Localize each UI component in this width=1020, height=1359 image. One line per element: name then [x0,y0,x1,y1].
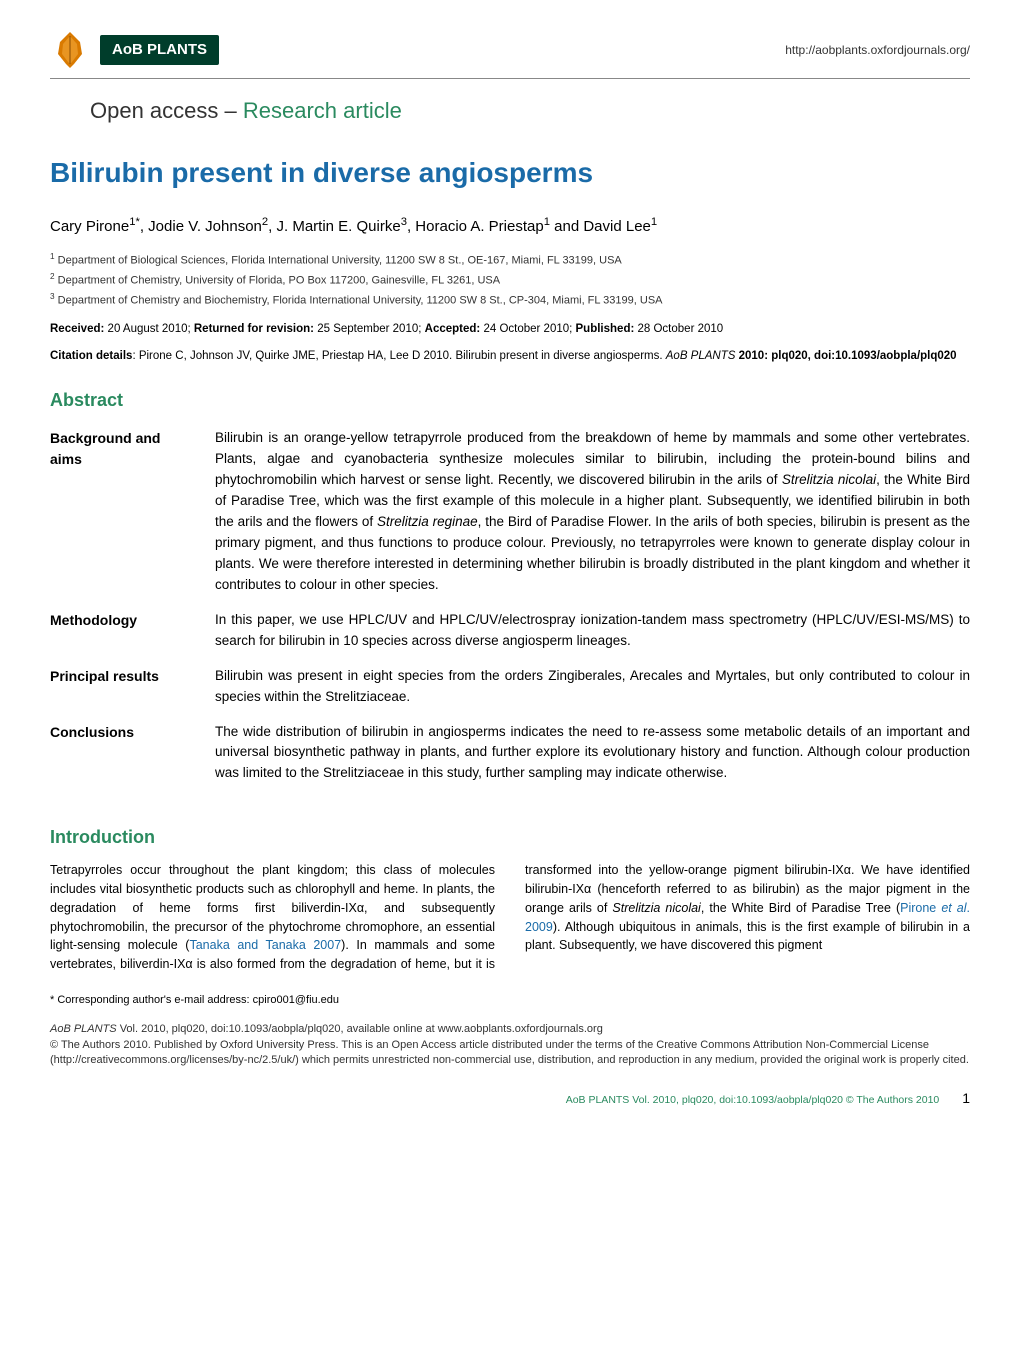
affiliation-line: 1 Department of Biological Sciences, Flo… [50,251,970,269]
affiliation-line: 3 Department of Chemistry and Biochemist… [50,291,970,309]
section-highlight: Research article [243,98,402,123]
affiliation-line: 2 Department of Chemistry, University of… [50,271,970,289]
abstract-row-content: In this paper, we use HPLC/UV and HPLC/U… [215,610,970,666]
journal-header: AoB PLANTS http://aobplants.oxfordjourna… [50,30,970,79]
dates-line: Received: 20 August 2010; Returned for r… [50,321,970,338]
journal-badge: AoB PLANTS [100,35,219,66]
abstract-row-content: Bilirubin was present in eight species f… [215,666,970,722]
abstract-row-content: Bilirubin is an orange-yellow tetrapyrro… [215,428,970,609]
intro-heading: Introduction [50,824,970,851]
date-accepted: 24 October 2010 [483,323,569,335]
citation-prefix: Citation details [50,350,132,362]
journal-url[interactable]: http://aobplants.oxfordjournals.org/ [785,41,970,59]
citation-suffix: 2010: plq020, doi:10.1093/aobpla/plq020 [735,350,956,362]
abstract-table: Background and aimsBilirubin is an orang… [50,428,970,798]
abstract-row-label: Principal results [50,666,215,722]
section-prefix: Open access – [90,98,243,123]
intro-body: Tetrapyrroles occur throughout the plant… [50,861,970,974]
abstract-row-label: Methodology [50,610,215,666]
page-number: 1 [962,1088,970,1109]
page-footer: AoB PLANTS Vol. 2010, plq020, doi:10.109… [50,1088,970,1109]
authors-line: Cary Pirone1*, Jodie V. Johnson2, J. Mar… [50,214,970,239]
citation-journal: AoB PLANTS [666,350,736,362]
corresponding-author: * Corresponding author's e-mail address:… [50,992,970,1009]
date-received: 20 August 2010 [108,323,188,335]
affiliations: 1 Department of Biological Sciences, Flo… [50,251,970,309]
citation-line: Citation details: Pirone C, Johnson JV, … [50,348,970,365]
abstract-heading: Abstract [50,387,970,414]
footer-citation: AoB PLANTS Vol. 2010, plq020, doi:10.109… [50,1022,970,1068]
footer-journal-text: AoB PLANTS Vol. 2010, plq020, doi:10.109… [566,1094,940,1106]
citation-text: : Pirone C, Johnson JV, Quirke JME, Prie… [132,350,665,362]
article-title: Bilirubin present in diverse angiosperms [50,152,970,194]
abstract-row-content: The wide distribution of bilirubin in an… [215,722,970,799]
section-type: Open access – Research article [90,94,970,127]
leaf-icon [50,30,90,70]
date-returned: 25 September 2010 [317,323,418,335]
date-published: 28 October 2010 [638,323,724,335]
abstract-row-label: Conclusions [50,722,215,799]
abstract-row-label: Background and aims [50,428,215,609]
